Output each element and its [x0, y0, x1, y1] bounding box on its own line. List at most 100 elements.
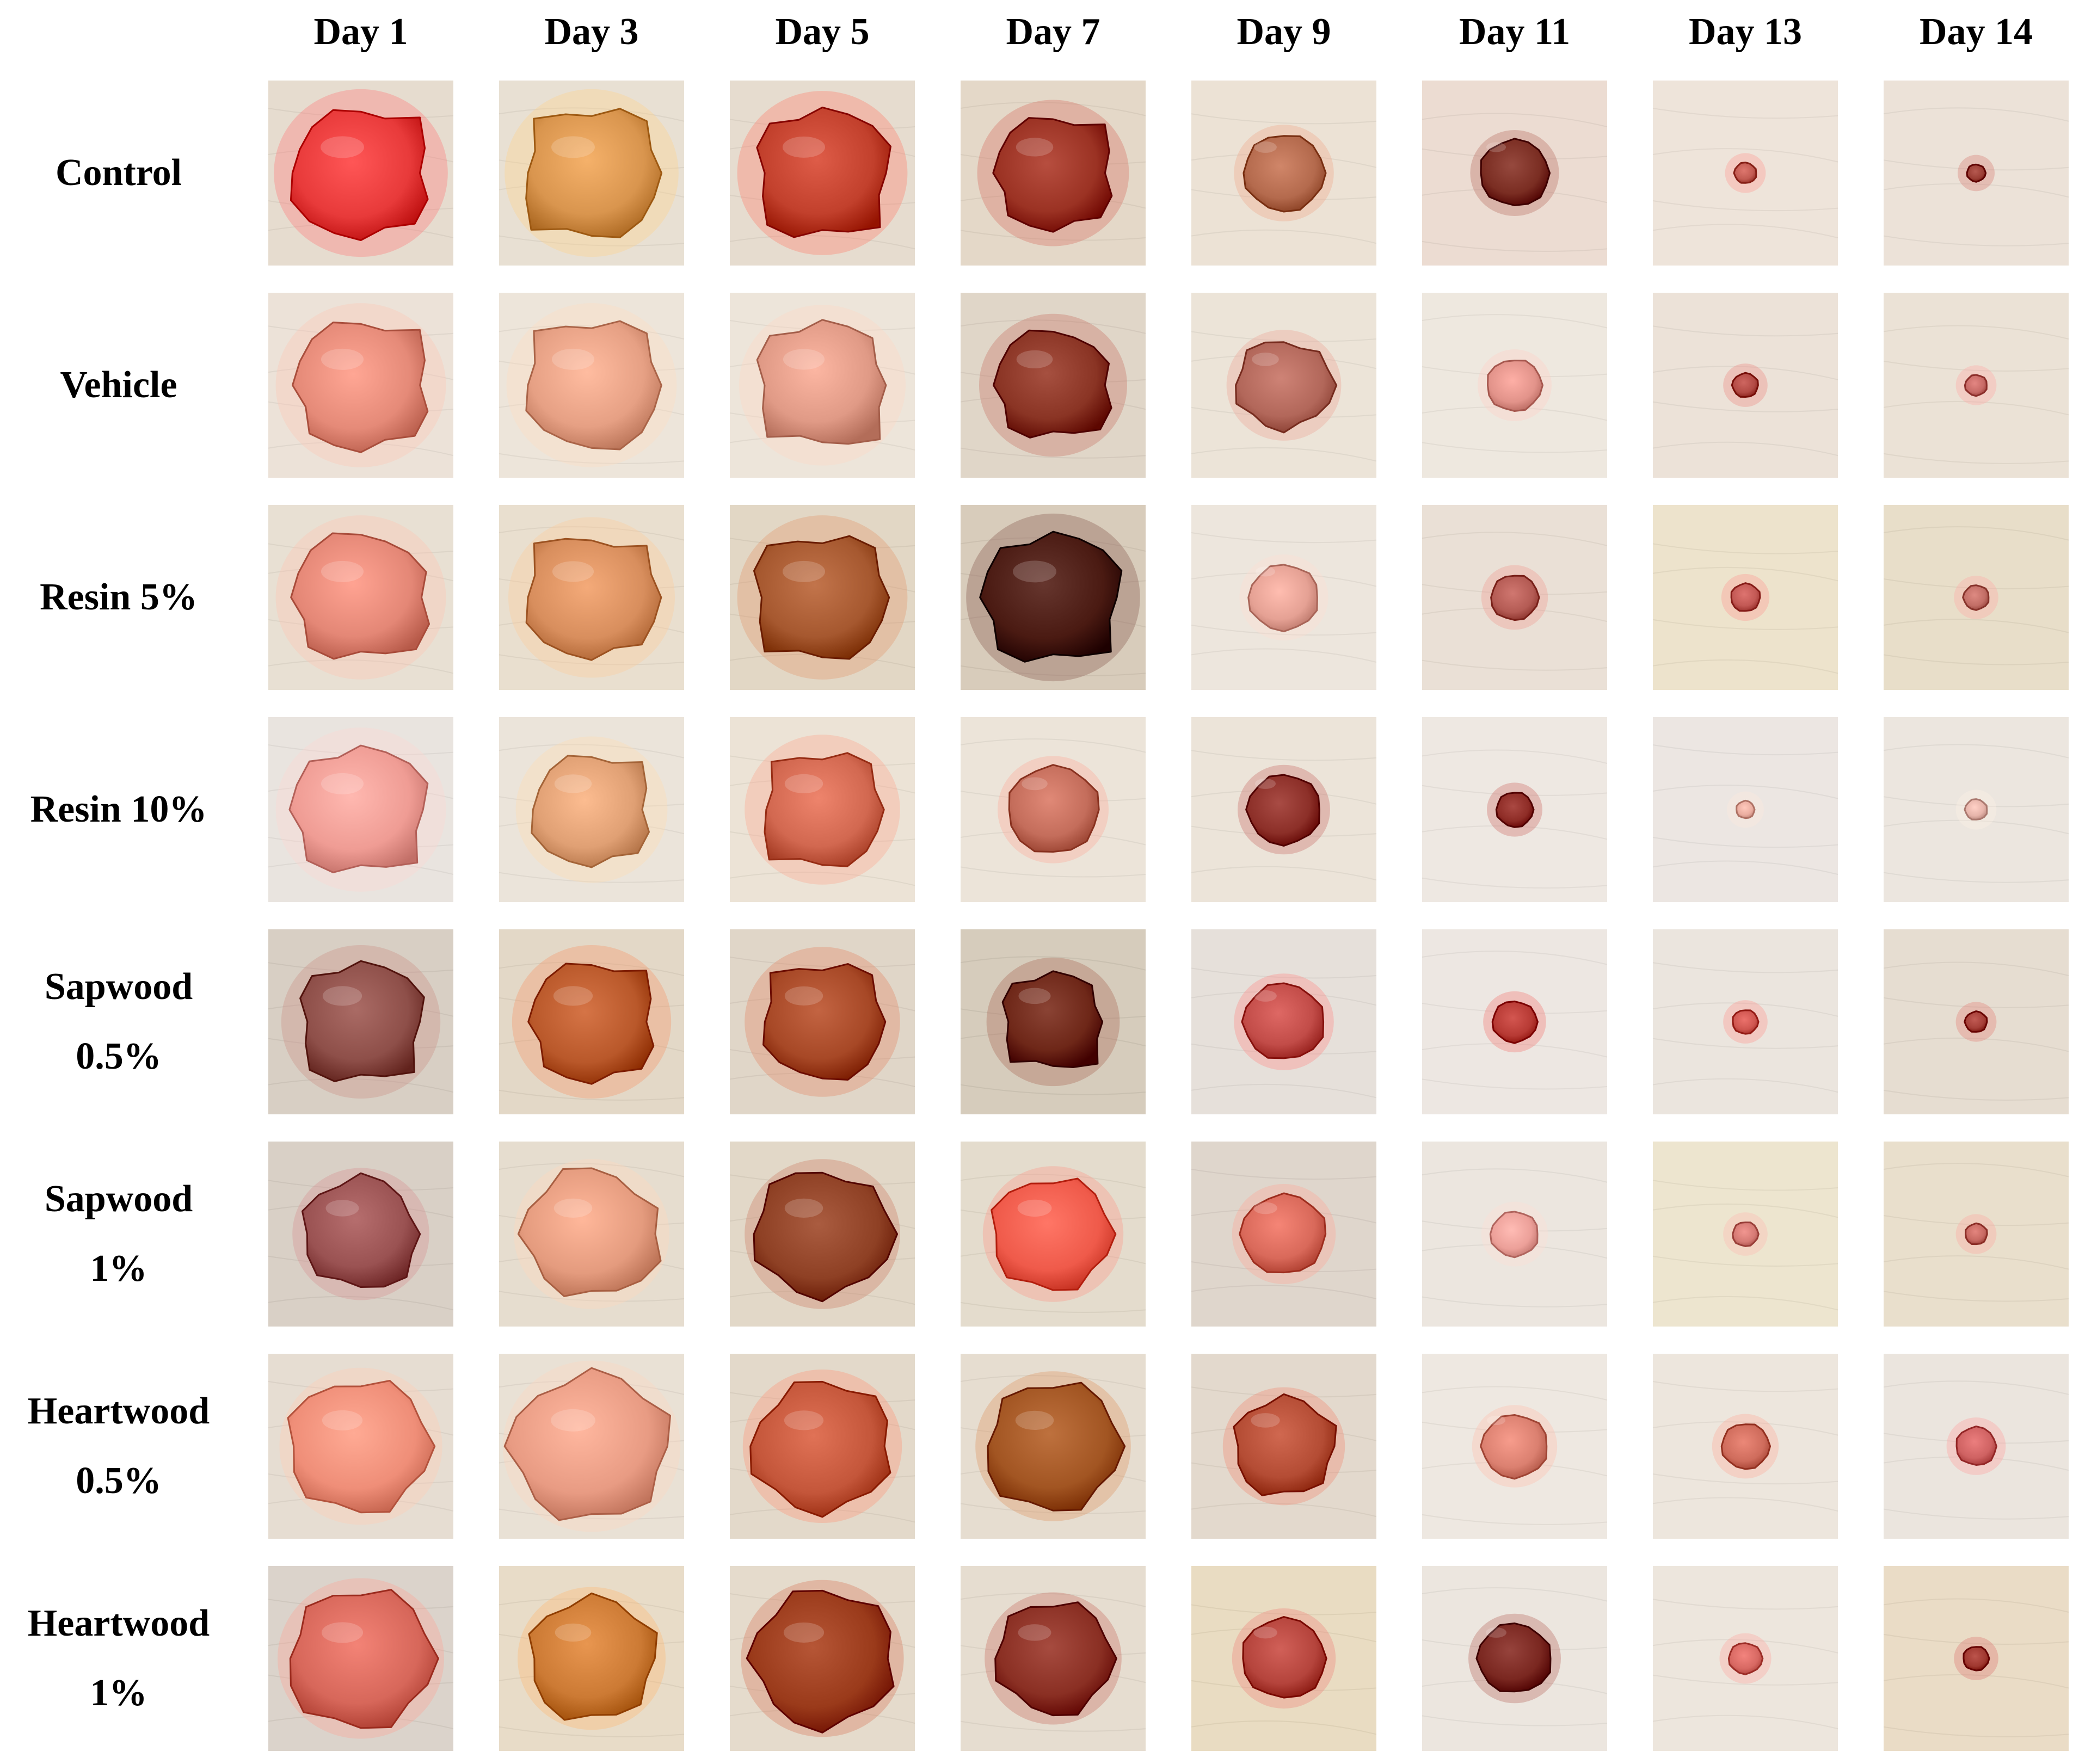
- wound-photo: [1422, 293, 1607, 478]
- skin-fold: [1191, 447, 1376, 462]
- skin-fold: [1884, 1726, 2069, 1737]
- wound-photo-svg: [1422, 505, 1607, 690]
- skin-fold: [499, 453, 684, 464]
- wound-area: [301, 1172, 421, 1288]
- wound-photo-svg: [961, 293, 1146, 478]
- skin-fold: [499, 744, 684, 758]
- wound-photo-svg: [1884, 505, 2069, 690]
- wound-highlight: [553, 986, 593, 1006]
- group-label-line: Vehicle: [60, 364, 177, 406]
- wound-area: [1243, 135, 1327, 213]
- wound-photo: [499, 717, 684, 902]
- wound-highlight: [321, 773, 364, 794]
- skin-fold: [1422, 951, 1607, 965]
- group-label: Resin 10%: [0, 717, 237, 902]
- wound-photo-svg: [1653, 505, 1838, 690]
- skin-fold: [1653, 1180, 1838, 1191]
- wound-area: [1480, 1414, 1548, 1480]
- skin-fold: [1422, 1043, 1607, 1058]
- wound-photo: [499, 81, 684, 266]
- wound-photo-svg: [499, 929, 684, 1114]
- wound-area: [291, 322, 429, 453]
- day-header: Day 14: [1919, 11, 2033, 53]
- skin-fold: [1653, 744, 1838, 756]
- wound-photo: [1191, 293, 1376, 478]
- wound-photo: [1653, 929, 1838, 1114]
- skin-fold: [1422, 1514, 1607, 1525]
- skin-fold: [1884, 360, 2069, 372]
- wound-photo-svg: [499, 1566, 684, 1751]
- wound-area: [1731, 372, 1759, 398]
- wound-highlight: [1253, 1626, 1277, 1639]
- skin-fold: [1884, 325, 2069, 340]
- group-label: Sapwood 0.5%: [0, 929, 237, 1114]
- skin-fold: [1653, 1421, 1838, 1436]
- wound-highlight: [321, 136, 364, 158]
- wound-area: [1962, 584, 1990, 611]
- skin-fold: [1653, 1296, 1838, 1311]
- skin-fold: [1653, 1714, 1838, 1730]
- skin-fold: [499, 526, 684, 541]
- wound-photo: [1653, 717, 1838, 902]
- wound-area: [1964, 374, 1988, 397]
- wound-photo-svg: [499, 293, 684, 478]
- skin-fold: [499, 107, 684, 122]
- skin-fold: [1422, 532, 1607, 546]
- skin-fold: [1191, 967, 1376, 979]
- wound-highlight: [551, 348, 595, 370]
- wound-highlight: [782, 560, 826, 582]
- skin-fold: [499, 961, 684, 976]
- wound-photo: [268, 929, 453, 1114]
- skin-fold: [1884, 526, 2069, 541]
- wound-photo: [730, 717, 915, 902]
- skin-fold: [499, 1089, 684, 1101]
- wound-photo: [1884, 1354, 2069, 1539]
- wound-area: [528, 1592, 658, 1721]
- skin-fold: [499, 1291, 684, 1302]
- skin-fold: [961, 102, 1146, 116]
- skin-fold: [730, 235, 915, 250]
- skin-fold: [1191, 1720, 1376, 1735]
- wound-photo: [961, 505, 1146, 690]
- wound-photo-svg: [730, 929, 915, 1114]
- wound-highlight: [1255, 566, 1276, 577]
- wound-area: [289, 1589, 439, 1729]
- wound-area: [1720, 1423, 1772, 1470]
- group-label: Resin 5%: [0, 505, 237, 690]
- skin-fold: [1422, 1168, 1607, 1183]
- wound-area: [756, 106, 892, 238]
- wound-photo: [268, 717, 453, 902]
- wound-photo: [961, 929, 1146, 1114]
- skin-fold: [1884, 183, 2069, 198]
- skin-fold: [1884, 961, 2069, 976]
- wound-photo-svg: [961, 1142, 1146, 1327]
- wound-photo: [1653, 1354, 1838, 1539]
- wound-photo: [499, 1142, 684, 1327]
- wound-photo-svg: [1884, 1566, 2069, 1751]
- skin-fold: [1653, 325, 1838, 337]
- wound-highlight: [1016, 138, 1054, 157]
- wound-photo: [730, 1354, 915, 1539]
- wound-highlight: [322, 986, 362, 1006]
- skin-fold: [499, 872, 684, 883]
- wound-photo: [1422, 1354, 1607, 1539]
- wound-area: [749, 1380, 891, 1518]
- wound-highlight: [322, 1410, 363, 1430]
- wound-area: [1241, 982, 1325, 1059]
- wound-area: [1732, 1221, 1760, 1247]
- wound-highlight: [555, 1623, 592, 1642]
- skin-fold: [961, 1174, 1146, 1188]
- wound-area: [525, 320, 662, 451]
- group-label: Heartwood 0.5%: [0, 1354, 237, 1539]
- wound-photo: [499, 505, 684, 690]
- wound-photo: [961, 81, 1146, 266]
- skin-fold: [1884, 1508, 2069, 1520]
- wound-photo: [268, 293, 453, 478]
- wound-photo-svg: [1422, 1354, 1607, 1539]
- skin-fold: [1422, 1078, 1607, 1090]
- skin-fold: [1422, 749, 1607, 764]
- skin-fold: [1884, 1163, 2069, 1177]
- skin-fold: [1653, 785, 1838, 799]
- skin-fold: [1422, 442, 1607, 453]
- skin-fold: [1422, 314, 1607, 329]
